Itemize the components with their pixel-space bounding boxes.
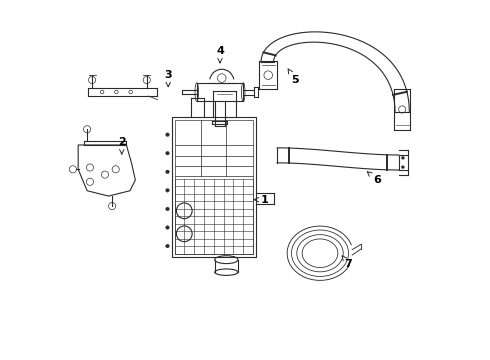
Circle shape	[166, 189, 169, 192]
Text: 5: 5	[288, 69, 299, 85]
Circle shape	[166, 244, 169, 248]
Text: 1: 1	[254, 195, 269, 204]
Circle shape	[401, 166, 404, 168]
Text: 2: 2	[118, 138, 125, 154]
Text: 7: 7	[342, 256, 352, 269]
Circle shape	[401, 157, 404, 159]
Circle shape	[166, 207, 169, 211]
Circle shape	[166, 226, 169, 229]
Circle shape	[166, 133, 169, 136]
Circle shape	[166, 152, 169, 155]
Circle shape	[166, 170, 169, 174]
Text: 6: 6	[368, 172, 381, 185]
Text: 3: 3	[164, 69, 172, 87]
Text: 4: 4	[216, 46, 224, 63]
